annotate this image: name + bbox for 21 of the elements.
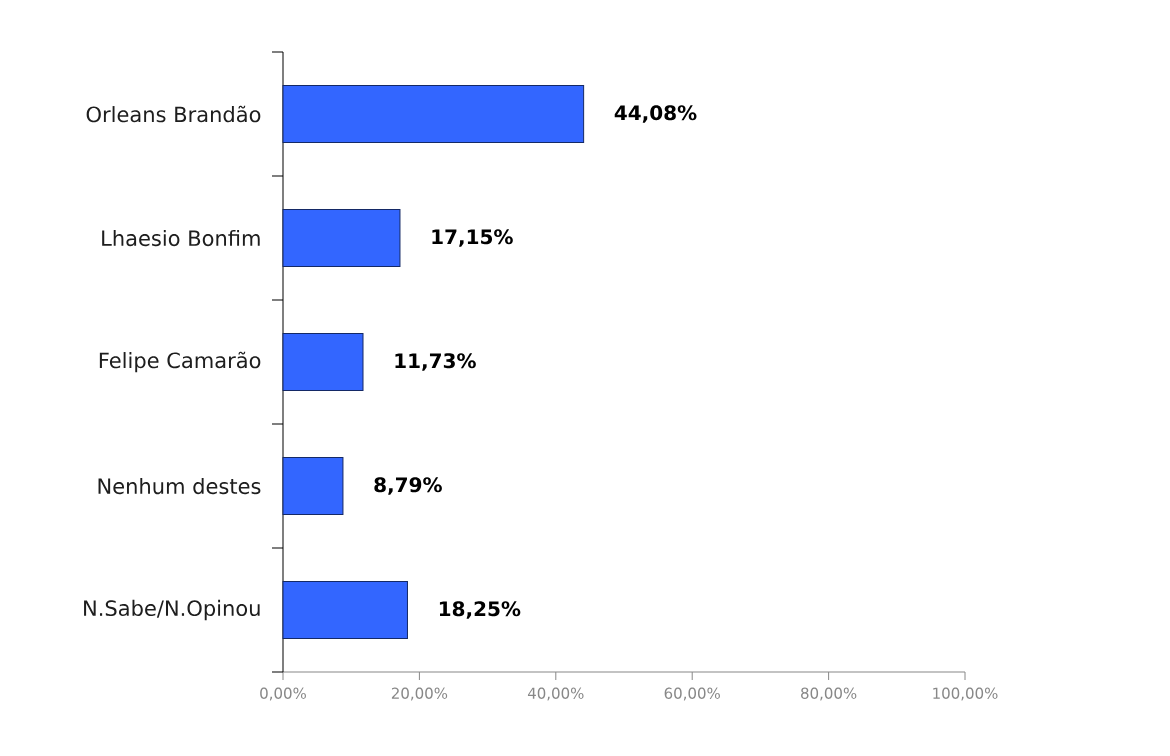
x-tick-label: 100,00% — [933, 687, 998, 701]
x-tick-label: 80,00% — [801, 687, 857, 701]
y-tick-label: Nenhum destes — [98, 477, 261, 495]
x-tick-label: 60,00% — [664, 687, 720, 701]
data-label: 17,15% — [432, 229, 513, 247]
x-tick-label: 20,00% — [391, 687, 448, 701]
bar — [282, 85, 585, 144]
data-label: 11,73% — [395, 353, 476, 371]
y-tick-label: Orleans Brandão — [86, 105, 261, 123]
x-tick-label: 0,00% — [260, 687, 306, 701]
x-tick-label: 40,00% — [527, 687, 584, 701]
bar — [282, 209, 401, 268]
y-tick-label: Lhaesio Bonfim — [102, 229, 260, 247]
data-label: 18,25% — [439, 601, 521, 619]
bar — [282, 457, 344, 516]
y-tick-label: N.Sabe/N.Opinou — [84, 599, 260, 621]
bar — [282, 581, 408, 640]
bar — [282, 333, 364, 392]
y-tick-label: Felipe Camarão — [99, 351, 261, 373]
data-label: 8,79% — [374, 477, 442, 495]
data-label: 44,08% — [614, 105, 697, 123]
